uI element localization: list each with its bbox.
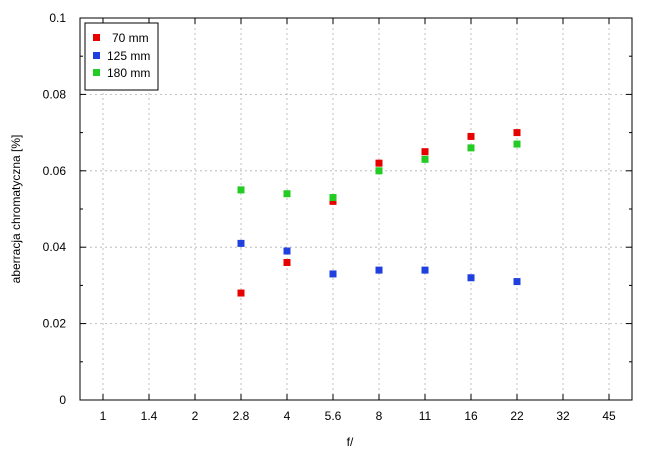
point-180mm [283,190,291,198]
point-125mm [467,274,475,282]
grid [80,18,632,400]
point-180mm [375,167,383,175]
legend-marker-70mm [93,34,100,41]
point-180mm [513,140,521,148]
y-tick-label: 0.02 [43,317,67,331]
x-tick-label: 2 [192,409,199,423]
axis-ticks [80,17,632,401]
point-125mm [237,239,245,247]
y-axis-label: aberracja chromatyczna [%] [9,135,23,284]
x-tick-labels: 1 1.4 2 2.8 4 5.6 8 11 16 22 32 45 [100,409,616,423]
legend-label-125mm: 125 mm [107,49,150,63]
point-125mm [421,266,429,274]
legend-marker-180mm [93,69,100,76]
point-180mm [329,194,337,202]
point-70mm [283,258,291,266]
y-tick-labels: 0 0.02 0.04 0.06 0.08 0.1 [43,11,67,407]
x-tick-label: 16 [464,409,478,423]
point-125mm [513,278,521,286]
x-tick-label: 45 [602,409,616,423]
x-tick-label: 5.6 [325,409,342,423]
y-tick-label: 0.1 [49,11,66,25]
x-tick-label: 22 [510,409,524,423]
y-tick-label: 0 [59,393,66,407]
legend: 70 mm 125 mm 180 mm [84,22,159,91]
x-tick-label: 32 [556,409,570,423]
x-tick-label: 1 [100,409,107,423]
x-tick-label: 2.8 [233,409,250,423]
legend-marker-125mm [93,52,100,59]
point-125mm [375,266,383,274]
point-180mm [421,155,429,163]
point-125mm [283,247,291,255]
point-70mm [513,129,521,137]
y-tick-label: 0.08 [43,87,67,101]
x-tick-label: 11 [419,409,432,423]
point-70mm [375,159,383,167]
point-70mm [421,148,429,156]
data-points [237,129,521,297]
y-tick-label: 0.06 [43,164,67,178]
point-180mm [467,144,475,152]
point-180mm [237,186,245,194]
point-125mm [329,270,337,278]
x-tick-label: 1.4 [141,409,158,423]
plot-frame [79,17,633,401]
legend-label-70mm: 70 mm [112,31,149,45]
point-70mm [237,289,245,297]
x-tick-label: 4 [284,409,291,423]
x-axis-label: f/ [347,435,354,449]
x-tick-label: 8 [376,409,383,423]
legend-label-180mm: 180 mm [107,66,150,80]
point-70mm [329,197,337,205]
point-70mm [467,132,475,140]
y-tick-label: 0.04 [43,240,67,254]
